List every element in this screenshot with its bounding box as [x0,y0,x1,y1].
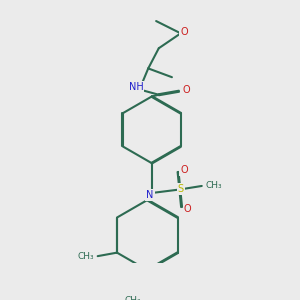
Text: CH₃: CH₃ [124,296,141,300]
Text: CH₃: CH₃ [77,252,94,261]
Text: S: S [178,184,184,194]
Text: CH₃: CH₃ [206,181,222,190]
Text: NH: NH [129,82,143,92]
Text: O: O [180,165,188,175]
Text: methoxy: methoxy [140,13,147,14]
Text: O: O [184,204,191,214]
Text: methoxy: methoxy [139,16,145,17]
Text: N: N [146,190,154,200]
Text: O: O [180,27,188,37]
Text: methoxy: methoxy [135,15,153,19]
Text: O: O [182,85,190,95]
